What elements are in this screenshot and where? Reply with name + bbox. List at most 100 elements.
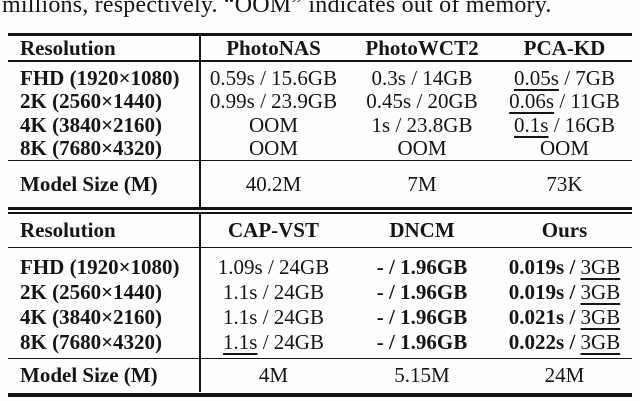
data-cell: 5.15M: [347, 363, 497, 388]
benchmark-table-part2: Resolution CAP-VST DNCM Ours FHD (1920×1080)…: [8, 214, 632, 392]
table-row: 2K (2560×1440) 1.1s / 24GB - / 1.96GB 0.019…: [8, 280, 632, 305]
data-cell: 0.59s / 15.6GB: [200, 66, 347, 91]
data-cell: 1.1s / 24GB: [200, 330, 347, 355]
data-cell: 1.1s / 24GB: [200, 305, 347, 330]
data-cell: 73K: [497, 172, 632, 197]
cell-text: 0.1s: [514, 112, 549, 137]
table-row: 8K (7680×4320) OOM OOM OOM: [8, 136, 632, 160]
data-cell: 1.09s / 24GB: [200, 255, 347, 280]
row-label: FHD (1920×1080): [20, 255, 180, 279]
table1-top-rule: [8, 33, 632, 36]
data-cell: 40.2M: [200, 172, 347, 197]
cell-text: 0.019s /: [508, 255, 581, 279]
cell-text: 1.1s / 24GB: [223, 280, 324, 304]
cell-text: 4M: [258, 363, 289, 387]
cell-text: - / 1.96GB: [376, 330, 468, 354]
column-header: CAP-VST: [200, 218, 347, 243]
cell-text: / 11GB: [554, 89, 620, 113]
data-cell: 0.022s / 3GB: [497, 330, 632, 355]
cell-text: Ours: [541, 217, 588, 242]
row-label: 2K (2560×1440): [20, 89, 163, 113]
data-cell: 0.019s / 3GB: [497, 280, 632, 305]
cell-text: PhotoWCT2: [365, 36, 479, 60]
model-size-row: Model Size (M) 4M 5.15M 24M: [8, 359, 632, 392]
data-cell: OOM: [347, 136, 497, 161]
data-cell: 1.1s / 24GB: [200, 280, 347, 305]
data-cell: 0.3s / 14GB: [347, 66, 497, 91]
data-cell: 0.45s / 20GB: [347, 89, 497, 114]
horizontal-rule: [8, 60, 632, 62]
cell-text: 0.45s / 20GB: [366, 89, 478, 113]
cell-text: 24M: [544, 363, 585, 387]
data-cell: OOM: [200, 113, 347, 138]
cell-text: OOM: [248, 112, 298, 137]
row-label: 4K (3840×2160): [20, 305, 163, 329]
column-header: Ours: [497, 218, 632, 243]
caption-text: millions, respectively. “OOM” indicates …: [2, 0, 552, 18]
column-header: PCA-KD: [497, 36, 632, 61]
table-row: FHD (1920×1080) 1.09s / 24GB - / 1.96GB 0.0…: [8, 255, 632, 280]
header-row: Resolution PhotoNAS PhotoWCT2 PCA-KD: [8, 36, 632, 60]
cell-text: 7M: [407, 171, 437, 196]
table-body: FHD (1920×1080) 1.09s / 24GB - / 1.96GB 0.0…: [8, 248, 632, 358]
cell-text: 73K: [546, 171, 583, 196]
cell-text: 0.022s /: [508, 330, 581, 354]
column-header-resolution: Resolution: [20, 36, 116, 60]
cell-text: 0.06s: [509, 89, 555, 113]
cell-text: 1.09s / 24GB: [217, 255, 330, 279]
cell-text: 3GB: [580, 305, 621, 329]
column-header: PhotoNAS: [200, 36, 347, 61]
cell-text: - / 1.96GB: [376, 280, 468, 304]
benchmark-table-part1: Resolution PhotoNAS PhotoWCT2 PCA-KD FHD (19…: [8, 36, 632, 207]
row-label: FHD (1920×1080): [20, 65, 180, 90]
data-cell: OOM: [497, 136, 632, 161]
data-cell: 4M: [200, 363, 347, 388]
data-cell: 24M: [497, 363, 632, 388]
cell-text: 5.15M: [394, 363, 450, 387]
cell-text: OOM: [397, 136, 447, 160]
cell-text: 3GB: [580, 280, 621, 304]
row-label: 8K (7680×4320): [20, 330, 163, 354]
horizontal-rule: [8, 159, 632, 161]
table-row: 8K (7680×4320) 1.1s / 24GB - / 1.96GB 0.022…: [8, 330, 632, 355]
table-body: FHD (1920×1080) 0.59s / 15.6GB 0.3s / 14GB…: [8, 62, 632, 161]
data-cell: - / 1.96GB: [347, 305, 497, 330]
cell-text: / 7GB: [558, 65, 615, 90]
cell-text: - / 1.96GB: [376, 305, 468, 329]
tables-separator-rule-upper: [8, 207, 632, 210]
data-cell: 1s / 23.8GB: [347, 113, 497, 138]
row-label: Model Size (M): [20, 171, 158, 196]
row-label: 2K (2560×1440): [20, 280, 163, 304]
data-cell: 0.1s / 16GB: [497, 113, 632, 138]
cell-text: 1s / 23.8GB: [371, 112, 473, 137]
vertical-divider: [199, 214, 201, 392]
table-row: 4K (3840×2160) 1.1s / 24GB - / 1.96GB 0.021…: [8, 305, 632, 330]
cell-text: - / 1.96GB: [376, 255, 468, 279]
cell-text: PhotoNAS: [226, 36, 321, 60]
data-cell: - / 1.96GB: [347, 255, 497, 280]
data-cell: OOM: [200, 136, 347, 161]
data-cell: 0.06s / 11GB: [497, 89, 632, 114]
data-cell: 0.019s / 3GB: [497, 255, 632, 280]
cell-text: 0.59s / 15.6GB: [209, 65, 338, 90]
table-row: 4K (3840×2160) OOM 1s / 23.8GB 0.1s / 16GB: [8, 113, 632, 137]
data-cell: - / 1.96GB: [347, 280, 497, 305]
cell-text: 0.019s /: [508, 280, 581, 304]
cell-text: 0.021s /: [508, 305, 581, 329]
tables-separator-rule-lower: [8, 211, 632, 214]
data-cell: 0.99s / 23.9GB: [200, 89, 347, 114]
cell-text: / 24GB: [257, 330, 324, 354]
horizontal-rule: [8, 246, 632, 248]
cell-text: DNCM: [389, 217, 455, 242]
cell-text: OOM: [248, 136, 298, 160]
model-size-row: Model Size (M) 40.2M 7M 73K: [8, 161, 632, 207]
cell-text: 3GB: [580, 330, 621, 354]
table2-bottom-rule: [8, 392, 632, 397]
cell-text: / 16GB: [548, 112, 615, 137]
cell-text: 40.2M: [245, 171, 302, 196]
horizontal-rule: [8, 357, 632, 359]
data-cell: 0.021s / 3GB: [497, 305, 632, 330]
cell-text: PCA-KD: [523, 36, 606, 60]
column-header: DNCM: [347, 218, 497, 243]
